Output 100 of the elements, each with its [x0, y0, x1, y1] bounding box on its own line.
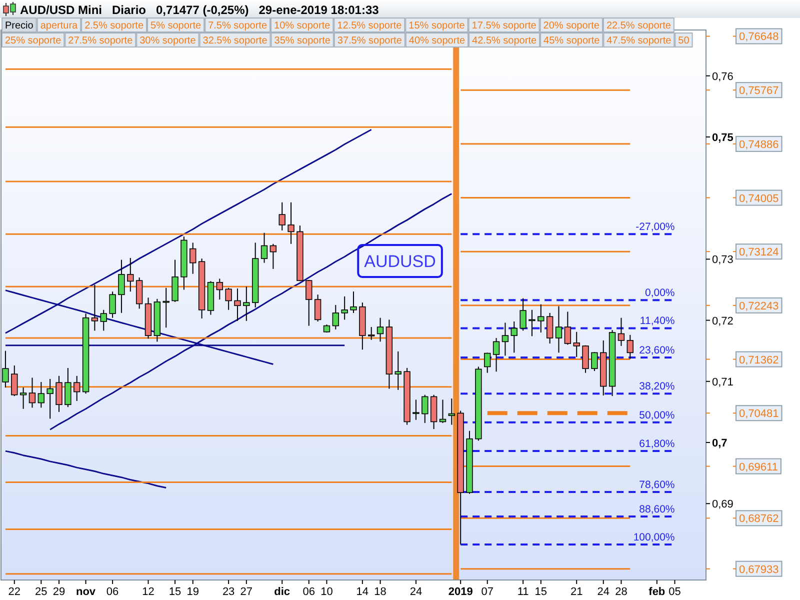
x-tick-label: 27	[240, 586, 253, 598]
candlestick	[341, 296, 348, 320]
x-tick-label: 29	[52, 586, 66, 598]
annotation: 32.5% soporte	[202, 36, 268, 46]
candlestick	[546, 312, 554, 344]
y-tick-label: 0,73	[712, 254, 734, 266]
candlestick	[225, 287, 232, 310]
candlestick	[100, 309, 107, 332]
annotation: 45% soporte	[544, 36, 600, 46]
candlestick	[412, 399, 420, 420]
y2-tick-label: 0,74886	[739, 138, 779, 151]
candlestick	[2, 350, 9, 388]
candlestick	[555, 306, 562, 354]
button: 40% soporte	[405, 32, 469, 48]
candlestick	[288, 202, 294, 244]
button: 35% soporte	[270, 32, 334, 48]
annotation: 5% soporte	[150, 20, 202, 32]
candlestick	[439, 399, 446, 424]
annotation: 20% soporte	[543, 20, 600, 32]
series-label: 23,60%	[639, 344, 675, 357]
annotation: 47.5% soporte	[606, 36, 672, 46]
candlestick	[448, 398, 456, 426]
candlestick	[538, 304, 544, 333]
candlestick	[368, 326, 375, 340]
candlestick	[162, 287, 170, 328]
button: 47.5% soporte	[603, 32, 675, 48]
y2-tick-label: 0,68762	[739, 513, 779, 526]
series-label: 100,00%	[633, 532, 675, 544]
annotation: Precio	[5, 20, 34, 32]
x-tick-label: 28	[615, 586, 628, 598]
annotation: 2.5% soporte	[84, 20, 144, 32]
y-tick-label: 0,7	[712, 438, 728, 450]
x-tick-label: 18	[374, 586, 386, 598]
candlestick	[528, 309, 536, 337]
button: 27.5% soporte	[64, 32, 136, 48]
x-tick-label: 25	[35, 586, 48, 598]
candlestick	[260, 232, 268, 264]
annotation: 35% soporte	[274, 36, 331, 46]
x-tick-label: 21	[570, 586, 583, 598]
candlestick	[28, 377, 36, 408]
y2-tick-label: 0,75767	[739, 85, 779, 98]
x-tick-label: 10	[320, 586, 333, 598]
x-tick-label: 05	[668, 586, 681, 598]
candlestick	[422, 394, 428, 424]
annotation: 25% soporte	[5, 36, 62, 46]
x-tick-label: 12	[142, 586, 154, 598]
x-tick-label: nov	[76, 586, 96, 598]
annotation: 50	[678, 36, 690, 46]
annotation: 10% soporte	[274, 20, 331, 32]
candlestick	[172, 259, 178, 302]
button: 12.5% soporte	[334, 18, 406, 32]
y-tick-label: 0,76	[712, 70, 734, 83]
candlestick	[46, 378, 54, 420]
series-label: 61,80%	[639, 438, 675, 450]
candlestick	[484, 352, 491, 374]
button: 15% soporte	[405, 18, 468, 32]
candlestick	[127, 257, 134, 292]
button: 7.5% soporte	[204, 18, 271, 32]
button: 20% soporte	[540, 18, 603, 32]
candlestick	[502, 322, 509, 356]
series-label: 78,60%	[639, 479, 675, 491]
candlestick	[74, 375, 80, 402]
candlestick	[314, 294, 322, 322]
series-label: 38,20%	[639, 380, 675, 393]
candlestick	[216, 278, 223, 300]
candlestick	[243, 286, 250, 322]
candlestick	[492, 338, 500, 372]
series-label: 50,00%	[639, 409, 675, 422]
y-tick-label: 0,71	[712, 376, 734, 388]
x-tick-label: 24	[597, 586, 610, 598]
series-label: -27,00%	[636, 221, 675, 234]
candlestick	[56, 375, 62, 412]
candlestick	[278, 202, 286, 231]
candlestick	[591, 352, 598, 372]
y-tick-label: 0,69	[712, 498, 734, 511]
candlestick	[332, 304, 339, 330]
x-tick-label: 15	[168, 586, 182, 598]
x-tick-label: feb	[648, 586, 666, 598]
x-tick-label: dic	[274, 586, 290, 598]
annotation: 17.5% soporte	[472, 20, 537, 32]
annotation: 27.5% soporte	[68, 36, 134, 46]
button: apertura	[36, 18, 82, 32]
annotation: 15% soporte	[408, 20, 466, 32]
annotation: apertura	[40, 20, 78, 32]
x-tick-label: 2019	[448, 586, 473, 598]
candlestick	[376, 317, 384, 342]
x-tick-label: 19	[186, 586, 199, 598]
candlestick	[573, 331, 580, 358]
candlestick	[564, 311, 572, 346]
y2-tick-label: 0,70481	[739, 408, 779, 420]
candlestick	[270, 243, 277, 270]
annotation: 37.5% soporte	[337, 36, 402, 46]
candlestick	[190, 242, 196, 274]
candlestick	[394, 350, 402, 390]
series-label: 11,40%	[640, 315, 675, 328]
y2-tick-label: 0,76648	[739, 31, 779, 44]
candlestick	[38, 382, 45, 408]
candlestick	[118, 259, 125, 314]
annotation: 7.5% soporte	[208, 20, 268, 32]
button: 37.5% soporte	[334, 32, 406, 48]
